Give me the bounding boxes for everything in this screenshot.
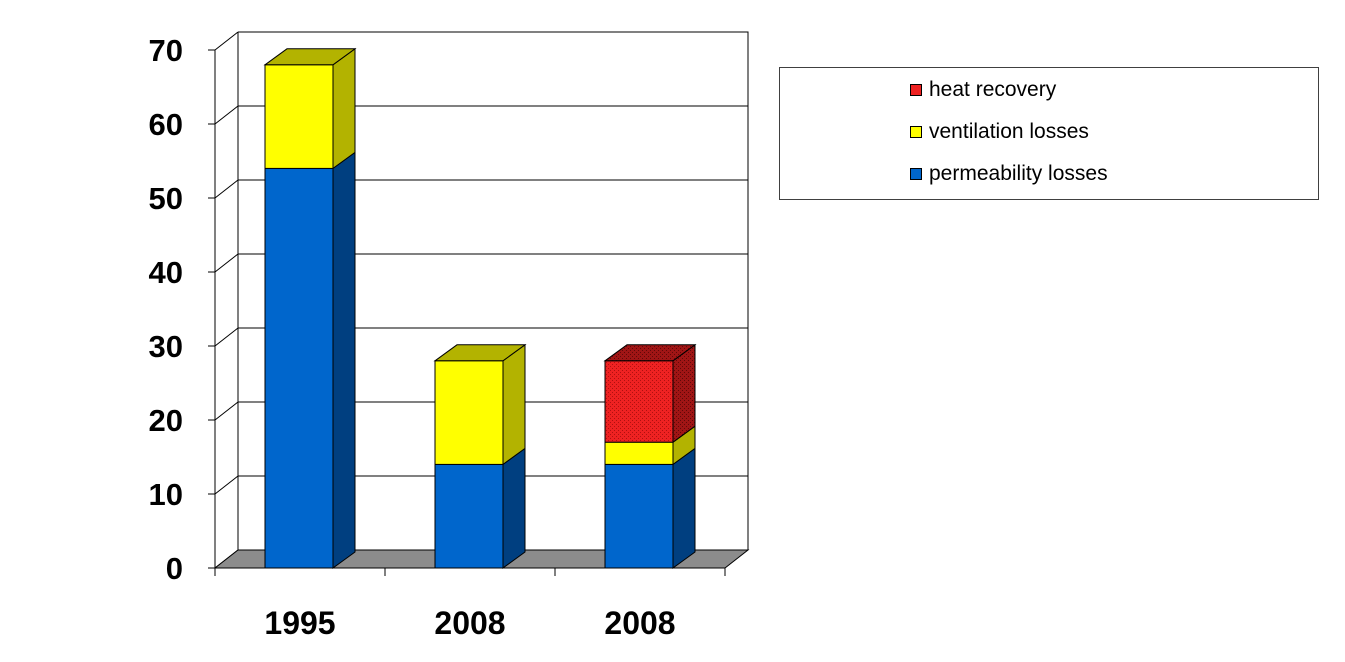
legend-swatch	[910, 168, 922, 180]
bar-segment	[604, 441, 674, 465]
x-tick-label: 2008	[604, 605, 675, 641]
bar-side	[502, 343, 526, 466]
legend-item: ventilation losses	[910, 120, 1089, 144]
bar-side	[332, 151, 356, 569]
side-gridline	[214, 401, 239, 421]
legend-label: permeability losses	[929, 162, 1108, 185]
side-gridline	[214, 327, 239, 347]
bar-top	[433, 344, 527, 362]
side-gridline	[214, 179, 239, 199]
bar-segment	[604, 463, 674, 569]
bar-segment	[434, 360, 504, 465]
bar-top	[603, 344, 697, 362]
bar-side	[672, 343, 696, 444]
legend-swatch	[910, 84, 922, 96]
legend-swatch	[910, 126, 922, 138]
legend-item: heat recovery	[910, 78, 1056, 102]
side-gridline	[214, 253, 239, 273]
bar-side	[332, 47, 356, 170]
y-tick-label: 70	[149, 33, 183, 68]
x-tick-label: 1995	[264, 605, 335, 641]
legend-label: heat recovery	[929, 78, 1057, 101]
y-tick-label: 60	[149, 107, 183, 142]
chart: 0 10 20 30 40 50 60 70 1995 2008 2008	[149, 31, 750, 641]
legend: heat recovery ventilation losses permeabil…	[779, 67, 1319, 200]
side-gridline	[214, 475, 239, 495]
back-wall-frame	[238, 31, 749, 550]
y-tick-label: 50	[149, 181, 183, 216]
bar-side	[502, 447, 526, 569]
y-tick-label: 40	[149, 255, 183, 290]
y-tick-label: 0	[166, 551, 183, 586]
bar-top	[263, 48, 357, 66]
side-gridline	[214, 105, 239, 125]
bar-side	[672, 447, 696, 569]
legend-label: ventilation losses	[929, 120, 1089, 143]
side-gridline	[214, 31, 239, 51]
bar-segment	[604, 360, 674, 443]
y-tick-label: 30	[149, 329, 183, 364]
legend-item: permeability losses	[910, 162, 1108, 186]
bar-segment	[264, 167, 334, 569]
bar-segment	[264, 64, 334, 169]
y-tick-labels: 0 10 20 30 40 50 60 70	[149, 33, 183, 586]
bar-segment	[434, 463, 504, 569]
x-tick-label: 2008	[434, 605, 505, 641]
y-tick-label: 20	[149, 403, 183, 438]
bars	[263, 47, 697, 569]
y-tick-label: 10	[149, 477, 183, 512]
x-tick-labels: 1995 2008 2008	[264, 605, 675, 641]
